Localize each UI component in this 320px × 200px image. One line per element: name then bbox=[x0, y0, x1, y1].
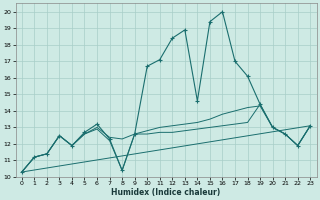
X-axis label: Humidex (Indice chaleur): Humidex (Indice chaleur) bbox=[111, 188, 221, 197]
